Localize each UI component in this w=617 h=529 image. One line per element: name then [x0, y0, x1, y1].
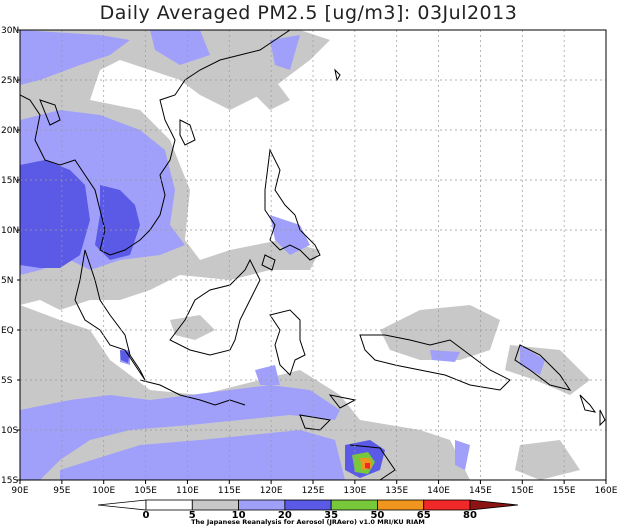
lon-tick-label: 160E	[595, 486, 617, 496]
colorbar-segment	[145, 499, 193, 511]
colorbar-label: 20	[278, 510, 292, 521]
axis-ticks: 90E 95E 100E 105E 110E 115E 120E 125E 130E 135E 14…	[1, 26, 617, 496]
colorbar-segment	[238, 499, 286, 511]
lon-tick-label: 150E	[511, 486, 534, 496]
colorbar-segment	[377, 499, 425, 511]
colorbar: 0 5 10 20 35 50 65 80	[97, 499, 519, 521]
lat-tick-label: 20N	[1, 126, 19, 136]
lon-tick-label: 130E	[343, 486, 366, 496]
colorbar-label: 0	[143, 510, 150, 521]
lat-tick-label: 5S	[1, 376, 13, 386]
credit-text: The Japanese Reanalysis for Aerosol (JRA…	[191, 518, 425, 526]
colorbar-label: 65	[417, 510, 431, 521]
colorbar-label: 80	[463, 510, 477, 521]
colorbar-underflow	[97, 499, 147, 511]
concentration-fields	[20, 30, 606, 480]
lon-tick-label: 115E	[218, 486, 241, 496]
colorbar-segment	[330, 499, 378, 511]
lon-tick-label: 105E	[134, 486, 157, 496]
level-65-80-shading	[365, 463, 370, 469]
lat-tick-label: 10S	[1, 426, 18, 436]
lon-tick-label: 125E	[302, 486, 325, 496]
colorbar-segment	[191, 499, 239, 511]
lon-tick-label: 155E	[553, 486, 576, 496]
lon-tick-label: 145E	[469, 486, 492, 496]
lon-tick-label: 110E	[176, 486, 199, 496]
lon-tick-label: 100E	[92, 486, 115, 496]
lon-tick-label: 135E	[385, 486, 408, 496]
lon-tick-label: 90E	[11, 486, 28, 496]
lat-tick-label: 10N	[1, 226, 19, 236]
map-title: Daily Averaged PM2.5 [ug/m3]: 03Jul2013	[99, 2, 518, 24]
lat-tick-label: 15N	[1, 176, 19, 186]
colorbar-label: 50	[370, 510, 384, 521]
lon-tick-label: 140E	[427, 486, 450, 496]
lat-tick-label: 15S	[1, 476, 18, 486]
lon-tick-label: 120E	[260, 486, 283, 496]
colorbar-label: 5	[189, 510, 196, 521]
lat-tick-label: 30N	[1, 26, 19, 36]
colorbar-segment	[423, 499, 471, 511]
colorbar-segment	[284, 499, 332, 511]
colorbar-overflow	[469, 499, 519, 511]
lon-tick-label: 95E	[53, 486, 70, 496]
colorbar-label: 10	[232, 510, 246, 521]
colorbar-label: 35	[324, 510, 338, 521]
gridlines	[20, 30, 606, 480]
lat-tick-label: EQ	[1, 326, 14, 336]
lat-tick-label: 25N	[1, 76, 19, 86]
lat-tick-label: 5N	[1, 276, 13, 286]
